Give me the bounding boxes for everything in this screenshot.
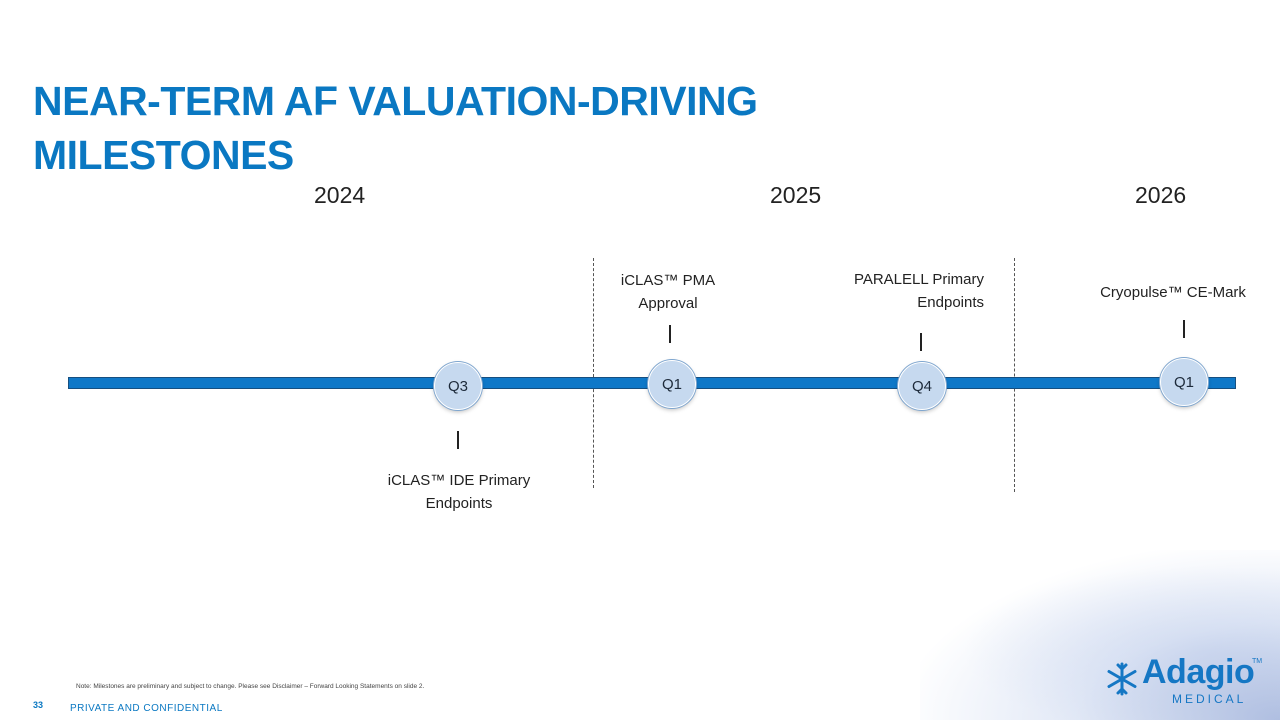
page-title-line2: MILESTONES (33, 132, 294, 178)
year-divider-2024-2025 (593, 258, 594, 488)
milestone-label-line: Endpoints (917, 294, 984, 311)
milestone-tick-q4-2025 (920, 333, 922, 351)
milestone-label-line: Endpoints (425, 495, 493, 512)
milestone-tick-q1-2026 (1183, 320, 1185, 338)
frost-background (920, 550, 1280, 720)
year-divider-2025-2026 (1014, 258, 1015, 492)
company-logo: Adagio TM MEDICAL (1102, 653, 1272, 710)
year-2025: 2025 (770, 182, 822, 208)
milestone-label-q3-2024: iCLAS™ IDE Primary Endpoints (384, 469, 534, 515)
footnote: Note: Milestones are preliminary and sub… (76, 683, 425, 690)
snowflake-icon (1107, 662, 1137, 696)
milestone-tick-q3-2024 (457, 431, 459, 449)
page-number: 33 (33, 700, 44, 710)
logo-subtitle: MEDICAL (1172, 692, 1247, 706)
milestone-label-q1-2026: Cryopulse™ CE-Mark (1088, 281, 1258, 304)
milestone-node-q1-2025: Q1 (648, 360, 696, 408)
milestone-label-line: iCLAS™ PMA (620, 272, 716, 289)
year-2026: 2026 (1135, 182, 1187, 208)
logo-wordmark: Adagio (1142, 653, 1255, 691)
milestone-label-line: iCLAS™ IDE Primary (387, 472, 531, 489)
page-title: NEAR-TERM AF VALUATION-DRIVING MILESTONE… (33, 74, 758, 182)
confidential-label: PRIVATE AND CONFIDENTIAL (70, 703, 223, 714)
milestone-node-q3-2024: Q3 (434, 362, 482, 410)
page-title-line1: NEAR-TERM AF VALUATION-DRIVING (33, 78, 758, 124)
logo-trademark: TM (1252, 658, 1263, 665)
milestone-label-q4-2025: PARALELL Primary Endpoints (824, 268, 984, 314)
milestone-node-q4-2025: Q4 (898, 362, 946, 410)
milestone-label-line: Cryopulse™ CE-Mark (1100, 284, 1246, 301)
year-2024: 2024 (314, 182, 366, 208)
milestone-label-q1-2025: iCLAS™ PMA Approval (600, 269, 736, 315)
milestone-tick-q1-2025 (669, 325, 671, 343)
milestone-node-q1-2026: Q1 (1160, 358, 1208, 406)
milestone-label-line: Approval (638, 295, 698, 312)
milestone-label-line: PARALELL Primary (853, 271, 984, 288)
